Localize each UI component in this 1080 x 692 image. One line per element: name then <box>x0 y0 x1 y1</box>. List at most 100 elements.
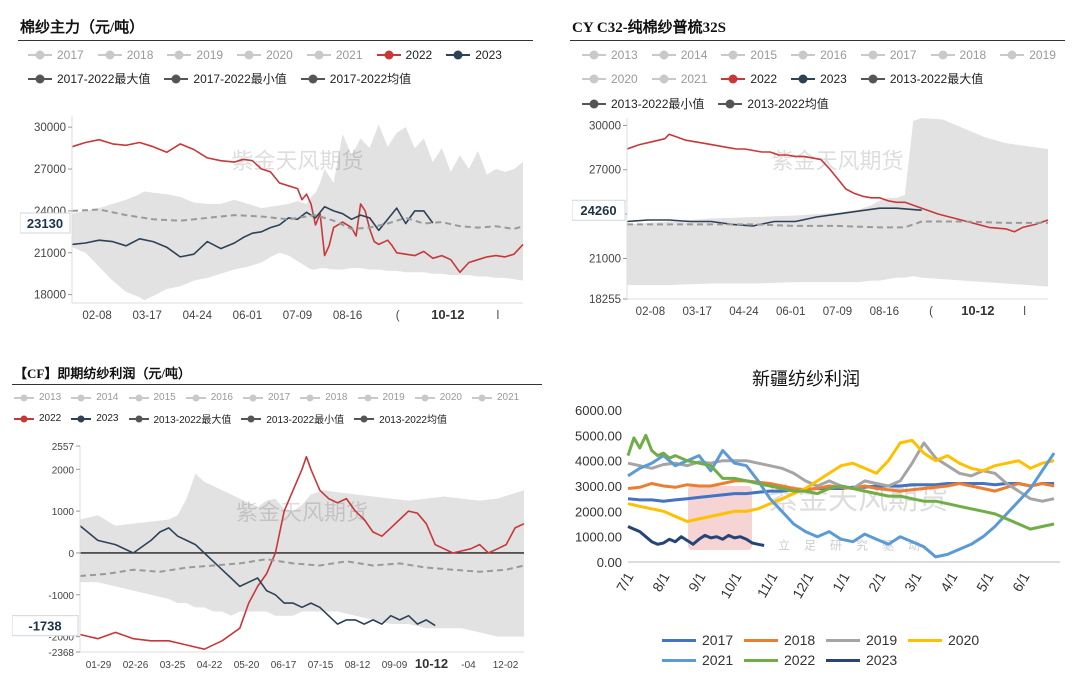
legend-marker-icon <box>651 50 676 60</box>
legend-marker-icon <box>721 50 746 60</box>
p4-legend-item-2017[interactable]: 2017 <box>662 632 744 648</box>
chart-mark <box>12 615 79 637</box>
p1-x-tick-label: 02-08 <box>82 310 111 322</box>
legend-marker-icon <box>582 99 606 108</box>
p2-watermark: 紫金天风期货 <box>771 150 903 175</box>
p4-x-tick-label: 11/1 <box>754 569 781 600</box>
chart-mark <box>728 50 738 60</box>
p2-series-2023 <box>626 207 922 227</box>
p1-legend-item-2020[interactable]: 2020 <box>237 48 293 62</box>
chart-mark <box>728 74 738 83</box>
legend-label: 2019 <box>382 392 405 403</box>
chart-mark <box>478 394 486 401</box>
p3-legend-item-2022[interactable]: 2022 <box>14 411 61 426</box>
p3-legend-item-2020[interactable]: 2020 <box>414 392 462 403</box>
p2-legend-item-2013-2022[interactable]: 2013-2022均值 <box>718 95 829 112</box>
p1-legend-item-2022[interactable]: 2022 <box>376 48 432 62</box>
p3-legend-item-2021[interactable]: 2021 <box>472 392 519 403</box>
p2-legend-item-2014[interactable]: 2014 <box>651 48 707 62</box>
p2-x-tick-label: ( <box>929 306 933 318</box>
p2-x-tick-label: 02-08 <box>636 306 665 318</box>
p4-legend-item-2021[interactable]: 2021 <box>662 652 744 668</box>
p3-legend-item-2016[interactable]: 2016 <box>185 392 233 403</box>
p4-legend-item-2022[interactable]: 2022 <box>744 652 826 668</box>
p4-x-tick-label: 8/1 <box>649 569 673 594</box>
p2-legend-item-2021[interactable]: 2021 <box>651 70 707 87</box>
p3-legend-item-2023[interactable]: 2023 <box>71 411 119 426</box>
p3-legend-item-2019[interactable]: 2019 <box>357 392 405 403</box>
chart-mark <box>77 394 85 401</box>
legend-swatch-icon <box>744 638 778 642</box>
p2-legend-item-2018[interactable]: 2018 <box>930 48 986 62</box>
p2-legend-item-2019[interactable]: 2019 <box>1000 48 1056 62</box>
p4-series-2022 <box>626 433 1055 531</box>
p1-legend-item-2017-2022[interactable]: 2017-2022最小值 <box>164 70 287 87</box>
p4-legend-item-2020[interactable]: 2020 <box>908 632 990 648</box>
p2-legend-item-2013[interactable]: 2013 <box>582 48 638 62</box>
p1-y-tick-label: 30000 <box>34 122 66 134</box>
p4-y-tick-label: 3000.00 <box>575 479 622 494</box>
legend-label: 2013-2022最小值 <box>266 415 345 426</box>
p3-legend-item-2014[interactable]: 2014 <box>71 392 119 403</box>
p3-legend-item-2017[interactable]: 2017 <box>243 392 290 403</box>
p3-legend-item-2015[interactable]: 2015 <box>128 392 176 403</box>
legend-label: 2013 <box>39 392 62 403</box>
p2-x-tick-label: 04-24 <box>729 306 759 318</box>
legend-marker-icon <box>376 50 401 60</box>
p3-series-2023 <box>79 525 436 627</box>
p2-x-tick-label: 08-16 <box>870 306 899 318</box>
p2-legend-item-2016[interactable]: 2016 <box>791 48 847 62</box>
chart-mark <box>77 415 85 422</box>
chart-mark <box>314 50 324 60</box>
legend-marker-icon <box>791 50 816 60</box>
p4-x-tick-label: 9/1 <box>685 569 709 594</box>
legend-marker-icon <box>14 394 34 401</box>
p1-legend-item-2019[interactable]: 2019 <box>167 48 223 62</box>
panel2-chart-svg: 紫金天风期货182552100024000270003000002-0803-1… <box>572 118 1049 318</box>
legend-marker-icon <box>306 50 331 60</box>
panel4-chart-svg: 紫金天风期货立足研究驱动0.001000.002000.003000.00400… <box>575 403 1060 601</box>
p1-legend-item-2021[interactable]: 2021 <box>306 48 363 62</box>
p2-legend-item-2023[interactable]: 2023 <box>791 70 847 87</box>
p3-legend-item-2013-2022[interactable]: 2013-2022最大值 <box>128 411 231 426</box>
panel3-title-rule <box>12 384 542 385</box>
legend-marker-icon <box>860 74 885 83</box>
p2-legend-item-2013-2022[interactable]: 2013-2022最大值 <box>860 70 983 87</box>
chart-mark <box>20 415 28 422</box>
p4-legend-item-2019[interactable]: 2019 <box>826 632 908 648</box>
p2-current-value-label: 24260 <box>572 199 626 221</box>
p3-y-tick-label: -1000 <box>48 591 74 602</box>
p2-legend-item-2015[interactable]: 2015 <box>721 48 777 62</box>
p2-legend-item-2020[interactable]: 2020 <box>582 70 638 87</box>
p1-current-value-label: 23130 <box>20 212 71 234</box>
p1-legend-item-2023[interactable]: 2023 <box>446 48 502 62</box>
p1-series-2022 <box>71 138 524 274</box>
p3-legend-item-2013[interactable]: 2013 <box>14 392 61 403</box>
p4-y-tick-label: 0.00 <box>597 555 622 570</box>
chart-mark <box>938 50 948 60</box>
p2-series-2022 <box>626 133 1049 233</box>
chart-mark <box>659 74 669 83</box>
p3-y-tick-label: 1000 <box>52 507 75 518</box>
p4-legend-item-2018[interactable]: 2018 <box>744 632 826 648</box>
legend-marker-icon <box>28 74 52 83</box>
p1-y-tick-label: 18000 <box>34 290 66 302</box>
legend-label: 2019 <box>196 48 224 62</box>
p3-legend-item-2013-2022[interactable]: 2013-2022均值 <box>354 411 447 426</box>
p4-legend-item-2023[interactable]: 2023 <box>826 652 908 668</box>
p1-legend-item-2018[interactable]: 2018 <box>97 48 154 62</box>
p1-legend-item-2017-2022[interactable]: 2017-2022最大值 <box>28 70 150 87</box>
p2-legend-item-2017[interactable]: 2017 <box>860 48 917 62</box>
panel1-legend: 2017 2018 2019 2020 2021 2022 2023 2017-2022最大值… <box>28 48 533 87</box>
legend-label: 2023 <box>820 71 847 86</box>
p3-legend-item-2013-2022[interactable]: 2013-2022最小值 <box>241 411 344 426</box>
legend-label: 2013-2022均值 <box>379 415 447 426</box>
legend-marker-icon <box>718 99 743 108</box>
p1-legend-item-2017-2022[interactable]: 2017-2022均值 <box>300 70 411 87</box>
legend-label: 2018 <box>126 48 154 62</box>
p1-legend-item-2017[interactable]: 2017 <box>28 48 84 62</box>
chart-mark <box>659 50 669 60</box>
p2-legend-item-2022[interactable]: 2022 <box>721 70 777 87</box>
p3-legend-item-2018[interactable]: 2018 <box>300 392 348 403</box>
p2-legend-item-2013-2022[interactable]: 2013-2022最小值 <box>582 95 704 112</box>
